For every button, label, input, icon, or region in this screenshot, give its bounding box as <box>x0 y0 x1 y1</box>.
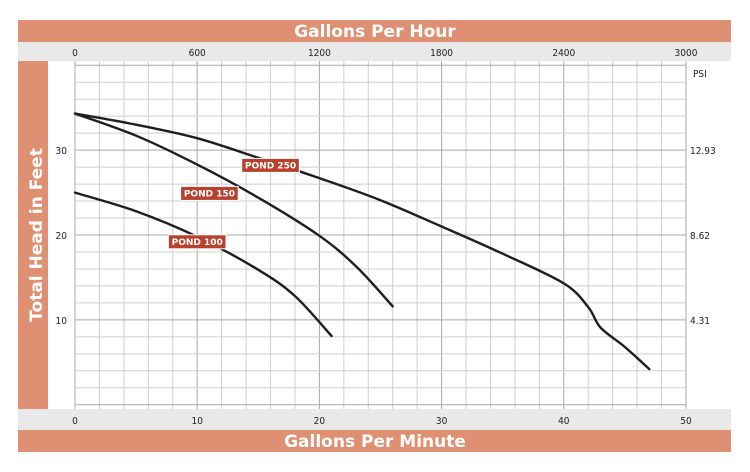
psi-tick-label: 4.31 <box>690 316 710 327</box>
bottom-tick-band <box>18 409 731 430</box>
y-tick-label: 20 <box>56 231 68 242</box>
x-axis-title: Gallons Per Minute <box>284 432 466 452</box>
top-tick-label: 2400 <box>552 48 575 59</box>
psi-unit-label: PSI <box>693 69 707 80</box>
x-tick-label: 20 <box>314 416 326 427</box>
pond-150-label: POND 150 <box>184 190 235 200</box>
pond-250-label-box <box>241 157 300 173</box>
top-axis-banner <box>18 20 731 42</box>
right-tick-labels: 4.31 8.62 12.93 <box>690 146 716 327</box>
y-tick-label: 30 <box>56 146 68 157</box>
bottom-tick-labels: 0 10 20 30 40 50 <box>72 416 692 427</box>
top-tick-labels: 0 600 1200 1800 2400 3000 <box>72 48 698 59</box>
y-axis-banner <box>18 61 48 409</box>
x-axis-banner <box>18 430 731 452</box>
x-tick-label: 30 <box>436 416 448 427</box>
pond-150-curve <box>73 112 394 308</box>
top-tick-label: 1800 <box>430 48 453 59</box>
left-tick-labels: 10 20 30 <box>56 146 68 327</box>
performance-curves <box>73 112 651 371</box>
x-tick-label: 0 <box>72 416 78 427</box>
top-axis-title: Gallons Per Hour <box>294 22 456 42</box>
y-axis-title: Total Head in Feet <box>27 148 47 322</box>
x-tick-label: 10 <box>191 416 203 427</box>
psi-tick-label: 12.93 <box>690 146 716 157</box>
pond-100-curve <box>73 191 333 338</box>
top-tick-label: 3000 <box>675 48 698 59</box>
pond-250-curve <box>73 112 651 371</box>
x-tick-label: 50 <box>680 416 692 427</box>
psi-tick-label: 8.62 <box>690 231 710 242</box>
top-tick-band <box>18 42 731 61</box>
pond-100-label-box <box>167 234 227 250</box>
top-tick-label: 1200 <box>308 48 331 59</box>
pond-250-label: POND 250 <box>245 162 296 172</box>
top-tick-label: 600 <box>189 48 206 59</box>
x-tick-label: 40 <box>558 416 570 427</box>
curve-labels: POND 250 POND 150 POND 100 <box>167 157 300 250</box>
pond-150-label-box <box>180 185 239 201</box>
pond-100-label: POND 100 <box>172 238 223 248</box>
top-tick-label: 0 <box>72 48 78 59</box>
y-tick-label: 10 <box>56 316 68 327</box>
